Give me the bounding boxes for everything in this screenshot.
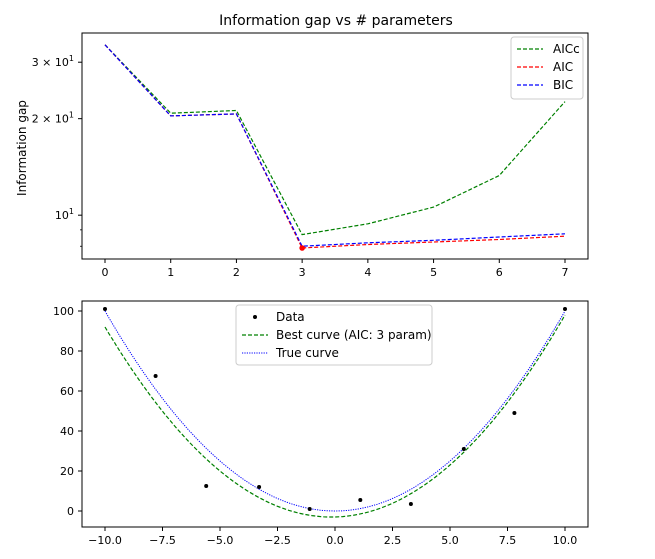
data-point — [257, 485, 262, 489]
legend-label-bic: BIC — [553, 78, 573, 92]
bottom-legend: Data Best curve (AIC: 3 param) True curve — [235, 304, 433, 366]
bottom-xtick-label: −2.5 — [264, 534, 291, 547]
bottom-xtick-label: −10.0 — [88, 534, 122, 547]
bottom-xtick-label: 10.0 — [553, 534, 578, 547]
bottom-xtick-label: 5.0 — [441, 534, 459, 547]
top-xtick-label: 7 — [562, 266, 569, 279]
true-curve-line — [104, 310, 566, 512]
top-legend: AICc AIC BIC — [510, 36, 584, 100]
data-point — [358, 498, 363, 502]
data-point — [563, 307, 567, 311]
legend-swatch-data — [253, 315, 257, 319]
top-legend-box — [510, 36, 584, 100]
legend-label-true-curve: True curve — [275, 346, 339, 360]
legend-label-data: Data — [276, 310, 305, 324]
optimal-point-marker — [299, 245, 305, 251]
legend-label-aicc: AICc — [553, 42, 580, 56]
top-xtick-label: 2 — [233, 266, 240, 279]
top-ytick-label: 2 × 101 — [32, 111, 74, 126]
data-point — [408, 502, 413, 506]
bottom-xtick-label: −7.5 — [149, 534, 176, 547]
data-point — [153, 374, 158, 378]
bottom-xtick-label: 2.5 — [384, 534, 402, 547]
top-chart-ylabel: Information gap — [15, 100, 29, 196]
bottom-ytick-label: 100 — [53, 305, 74, 318]
bottom-xtick-label: 0.0 — [326, 534, 344, 547]
top-xtick-label: 1 — [167, 266, 174, 279]
data-point — [103, 307, 107, 311]
series-line-bic — [104, 44, 566, 247]
bottom-xtick-label: −5.0 — [207, 534, 234, 547]
data-point — [307, 507, 312, 511]
top-chart-title: Information gap vs # parameters — [219, 13, 453, 29]
bottom-ytick-label: 20 — [60, 465, 74, 478]
top-chart: Information gap vs # parameters Informat… — [15, 13, 589, 279]
legend-label-aic: AIC — [553, 60, 573, 74]
top-plot-frame — [81, 32, 589, 260]
bottom-ytick-label: 80 — [60, 345, 74, 358]
best-curve-line — [104, 314, 566, 518]
top-ytick-label: 3 × 101 — [32, 54, 74, 69]
top-xtick-label: 4 — [364, 266, 371, 279]
data-point — [204, 484, 209, 488]
bottom-xtick-label: 7.5 — [499, 534, 517, 547]
legend-label-best-curve: Best curve (AIC: 3 param) — [276, 328, 432, 342]
top-xtick-label: 5 — [430, 266, 437, 279]
data-point — [512, 411, 517, 415]
series-line-aicc — [104, 44, 566, 236]
bottom-chart: −10.0 −7.5 −5.0 −2.5 0.0 2.5 5.0 7.5 10.0 0 20 40 6… — [53, 300, 589, 547]
bottom-legend-box — [235, 304, 433, 366]
data-point — [461, 447, 466, 451]
top-xtick-label: 0 — [102, 266, 109, 279]
top-ytick-label: 101 — [55, 207, 74, 222]
series-line-aic — [104, 44, 566, 249]
bottom-ytick-label: 40 — [60, 425, 74, 438]
bottom-ytick-label: 0 — [67, 505, 74, 518]
top-xtick-label: 6 — [496, 266, 503, 279]
bottom-ytick-label: 60 — [60, 385, 74, 398]
top-xtick-label: 3 — [299, 266, 306, 279]
